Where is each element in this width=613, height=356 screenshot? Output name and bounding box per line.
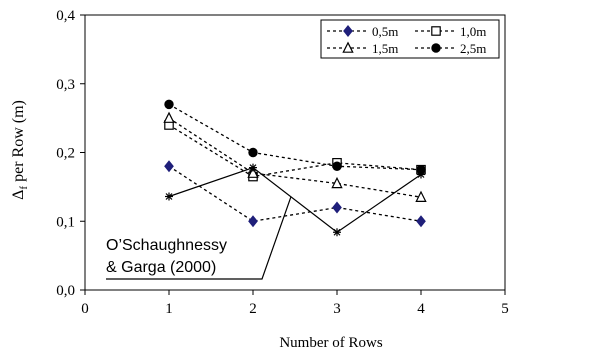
data-point	[248, 147, 258, 158]
data-point	[331, 176, 343, 189]
annotation: O’Schaughnessy & Garga (2000)	[106, 196, 292, 280]
plot-area	[84, 14, 506, 291]
y-axis-label-main: Δ	[10, 190, 27, 200]
y-axis-label-rest: per Row (m)	[10, 100, 27, 186]
legend-item: 2,5m	[415, 41, 486, 56]
legend-marker	[342, 41, 354, 53]
series-line	[168, 103, 422, 171]
data-point	[164, 99, 174, 110]
x-tick-label: 1	[165, 301, 173, 317]
y-tick-label: 0,4	[56, 8, 75, 24]
y-tick-label: 0,0	[56, 283, 75, 299]
legend-item: 1,0m	[415, 24, 486, 39]
plot-frame	[84, 14, 506, 291]
legend-item: 1,5m	[327, 41, 398, 56]
x-tick-label: 4	[417, 301, 425, 317]
y-tick-label: 0,3	[56, 77, 75, 93]
legend-label: 2,5m	[460, 41, 486, 56]
y-axis-label-sub: f	[18, 186, 30, 190]
data-point	[417, 170, 425, 179]
series-2-5m	[164, 99, 426, 175]
data-point	[165, 192, 173, 201]
legend-marker	[431, 26, 441, 36]
legend-marker	[343, 25, 353, 37]
legend-label: 1,5m	[372, 41, 398, 56]
series-line	[168, 165, 422, 222]
x-axis-label: Number of Rows	[279, 335, 382, 351]
annotation-text: O’Schaughnessy	[106, 237, 227, 254]
series-line	[168, 166, 422, 233]
legend-marker	[431, 43, 441, 53]
series-reference	[165, 163, 425, 237]
x-tick-label: 5	[501, 301, 509, 317]
series-line	[168, 124, 422, 178]
series-layer	[163, 99, 427, 237]
x-tick-label: 3	[333, 301, 341, 317]
data-point	[163, 111, 175, 123]
data-point	[248, 215, 258, 228]
data-point	[247, 166, 259, 178]
legend-label: 0,5m	[372, 24, 398, 39]
axes: 0,0 0,1 0,2 0,3 0,4 0 1 2 3 4 5	[56, 8, 509, 317]
annotation-leader-line	[106, 196, 292, 280]
x-tick-label: 0	[81, 301, 89, 317]
data-point	[332, 161, 342, 171]
data-point	[249, 163, 257, 172]
data-point	[333, 228, 341, 237]
legend-item: 0,5m	[327, 24, 398, 39]
annotation-text: & Garga (2000)	[106, 259, 216, 276]
series-line	[168, 117, 422, 198]
y-axis-label: Δf per Row (m)	[10, 100, 30, 200]
series-0-5m	[164, 160, 426, 228]
legend-label: 1,0m	[460, 24, 486, 39]
legend: 0,5m 1,0m 1,5m 2,5m	[320, 19, 500, 59]
y-tick-label: 0,2	[56, 146, 75, 162]
data-point	[416, 215, 426, 228]
series-1-5m	[163, 111, 427, 202]
y-tick-label: 0,1	[56, 214, 75, 230]
data-point	[415, 190, 427, 202]
x-tick-label: 2	[249, 301, 257, 317]
data-point	[332, 201, 342, 214]
data-point	[164, 160, 174, 173]
